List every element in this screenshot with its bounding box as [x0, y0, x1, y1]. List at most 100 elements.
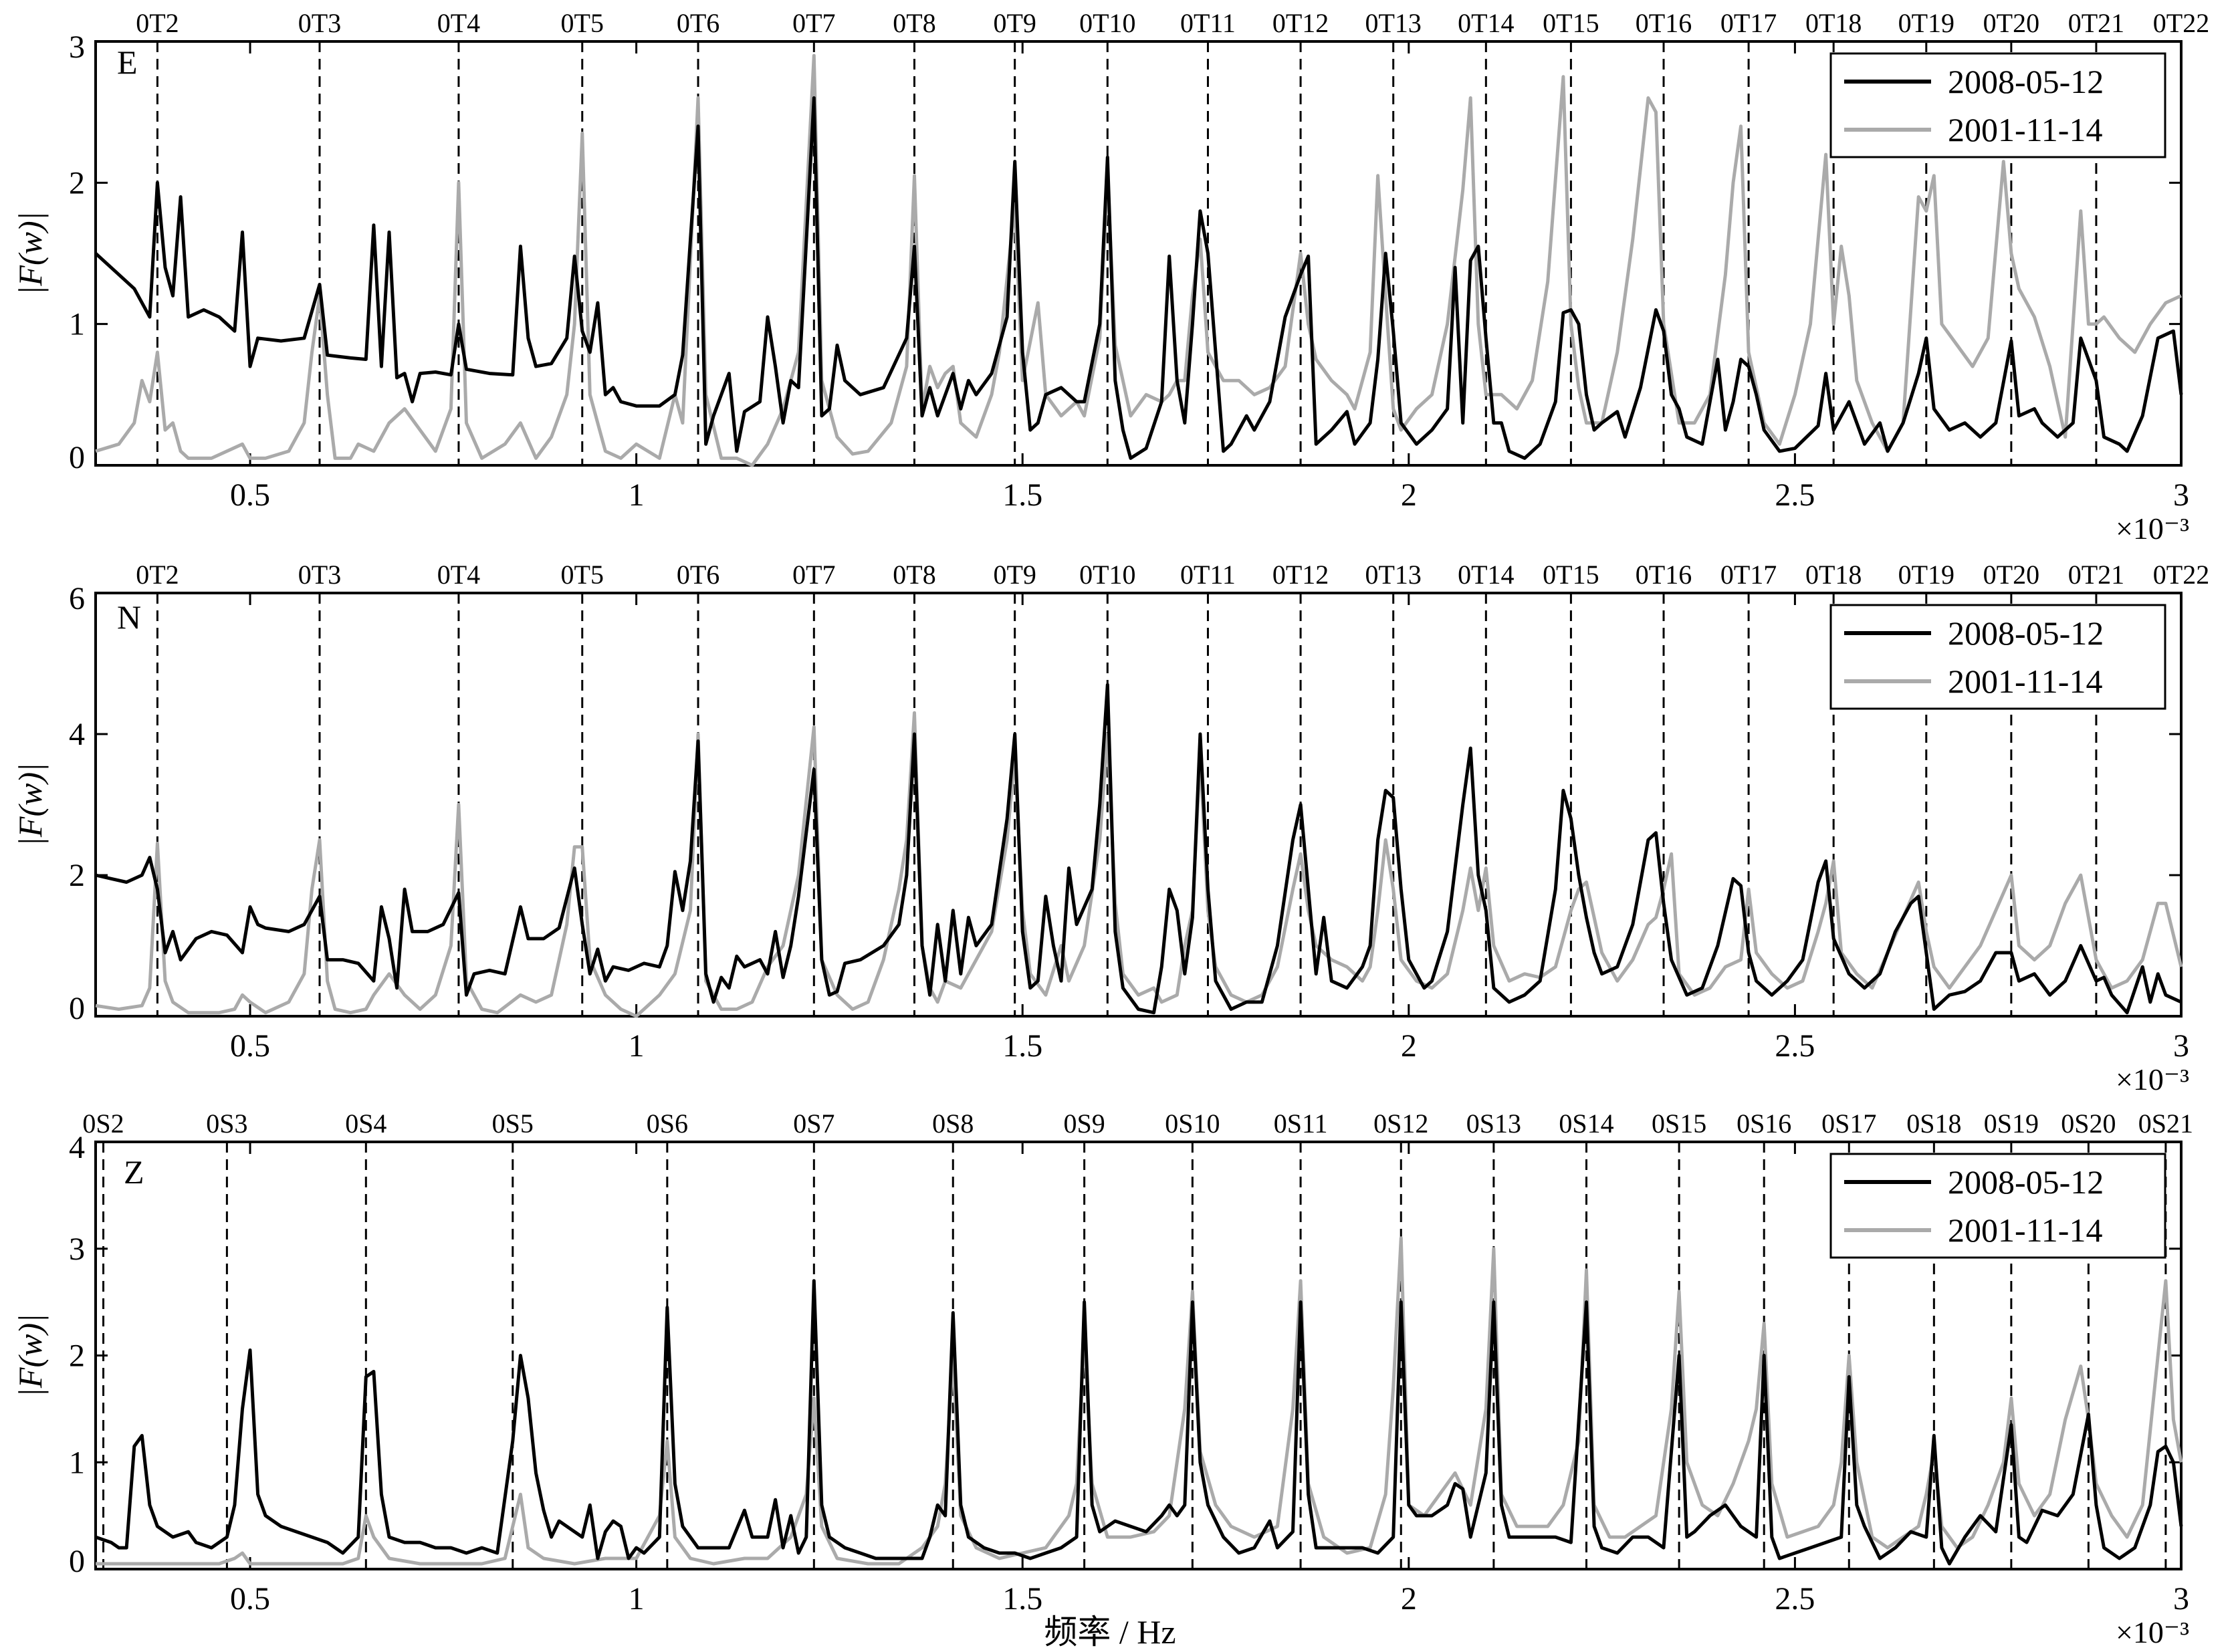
mode-label: 0T8: [893, 560, 935, 590]
mode-label: 0T14: [1458, 560, 1514, 590]
mode-label: 0S14: [1559, 1108, 1613, 1139]
y-tick-label: 1: [69, 1445, 85, 1480]
legend-label: 2008-05-12: [1948, 614, 2104, 652]
panel-label: N: [117, 598, 141, 636]
mode-label: 0S20: [2061, 1108, 2116, 1139]
mode-label: 0S6: [647, 1108, 688, 1139]
legend-box: [1829, 52, 2166, 158]
mode-label: 0T10: [1079, 560, 1135, 590]
mode-label: 0T18: [1805, 8, 1862, 38]
x-tick-label: 2.5: [1775, 1028, 1815, 1064]
mode-label: 0S18: [1906, 1108, 1961, 1139]
mode-label: 0T3: [298, 560, 341, 590]
mode-label: 0S11: [1274, 1108, 1328, 1139]
mode-label: 0T20: [1983, 560, 2039, 590]
mode-label: 0T22: [2153, 560, 2209, 590]
mode-label: 0S19: [1984, 1108, 2039, 1139]
mode-label: 0T10: [1079, 8, 1135, 38]
x-tick-label: 2.5: [1775, 477, 1815, 513]
mode-label: 0S21: [2138, 1108, 2193, 1139]
legend: 2008-05-12 2001-11-14: [1829, 52, 2166, 158]
mode-label: 0T16: [1636, 8, 1692, 38]
y-axis-label: |F(w)|: [11, 763, 49, 846]
x-tick-label: 2.5: [1775, 1581, 1815, 1617]
legend-label: 2001-11-14: [1948, 663, 2102, 700]
x-multiplier-label: ×10⁻³: [2116, 1062, 2189, 1096]
legend-label: 2008-05-12: [1948, 1163, 2104, 1201]
panel-label: E: [117, 43, 138, 81]
x-tick-label: 1.5: [1002, 1581, 1042, 1617]
mode-label: 0T2: [136, 560, 179, 590]
series-line-2001-11-14: [95, 53, 2183, 467]
series-line-2001-11-14: [96, 1236, 2183, 1566]
mode-label: 0T4: [437, 8, 480, 38]
y-tick-label: 3: [69, 1231, 85, 1267]
legend-label: 2008-05-12: [1948, 63, 2104, 100]
x-tick-label: 1: [629, 1028, 645, 1064]
y-tick-label: 6: [69, 581, 85, 616]
legend-label: 2001-11-14: [1948, 111, 2102, 148]
mode-label: 0T18: [1805, 560, 1862, 590]
mode-label: 0T9: [993, 560, 1036, 590]
y-tick-label: 0: [69, 440, 85, 475]
x-tick-label: 0.5: [230, 1028, 270, 1064]
x-tick-label: 0.5: [230, 1581, 270, 1617]
mode-label: 0T6: [677, 8, 719, 38]
mode-label: 0S15: [1652, 1108, 1706, 1139]
mode-label: 0T21: [2068, 8, 2124, 38]
mode-label: 0T20: [1983, 8, 2039, 38]
y-axis-label: |F(w)|: [11, 212, 49, 296]
mode-label: 0T22: [2153, 8, 2209, 38]
series-line-2008-05-12: [95, 1279, 2183, 1566]
mode-label: 0T19: [1898, 560, 1954, 590]
y-tick-label: 1: [69, 307, 85, 342]
mode-label: 0S13: [1466, 1108, 1521, 1139]
y-axis-label: |F(w)|: [11, 1314, 49, 1397]
x-tick-label: 1: [629, 1581, 645, 1617]
legend-box: [1829, 1153, 2166, 1259]
mode-label: 0T15: [1543, 560, 1599, 590]
mode-label: 0T19: [1898, 8, 1954, 38]
x-tick-label: 1.5: [1002, 1028, 1042, 1064]
series-line-2008-05-12: [94, 96, 2183, 460]
y-tick-label: 3: [69, 29, 85, 65]
y-tick-label: 0: [69, 1544, 85, 1579]
x-tick-label: 2: [1401, 477, 1417, 513]
mode-label: 0T7: [792, 8, 835, 38]
x-tick-label: 1: [629, 477, 645, 513]
mode-label: 0T2: [136, 8, 179, 38]
panel-n: 0T2 0T3 0T4 0T5 0T6 0T7 0T8 0T9 0T10 0T11 0T12 0T13…: [11, 560, 2209, 1096]
mode-label: 0T4: [437, 560, 480, 590]
mode-label: 0T5: [561, 8, 604, 38]
x-tick-label: 2: [1401, 1581, 1417, 1617]
y-tick-label: 2: [69, 165, 85, 201]
mode-label: 0S10: [1165, 1108, 1220, 1139]
mode-label: 0T21: [2068, 560, 2124, 590]
x-tick-label: 0.5: [230, 477, 270, 513]
y-tick-label: 4: [69, 1130, 85, 1165]
x-tick-label: 3: [2173, 1581, 2189, 1617]
mode-label: 0T3: [298, 8, 341, 38]
legend: 2008-05-12 2001-11-14: [1829, 604, 2166, 710]
y-tick-label: 2: [69, 1338, 85, 1374]
mode-label: 0S17: [1821, 1108, 1876, 1139]
series-line-2001-11-14: [95, 711, 2183, 1018]
panel-e: 0T2 0T3 0T4 0T5 0T6 0T7 0T8 0T9 0T10 0T11 0T12 0T13…: [11, 8, 2209, 546]
mode-label: 0T17: [1720, 560, 1777, 590]
x-axis-label: 频率 / Hz: [1044, 1613, 1176, 1651]
mode-label: 0T9: [993, 8, 1036, 38]
x-tick-label: 3: [2173, 1028, 2189, 1064]
mode-label: 0S9: [1064, 1108, 1105, 1139]
mode-label: 0T14: [1458, 8, 1514, 38]
mode-label: 0S5: [492, 1108, 534, 1139]
x-multiplier-label: ×10⁻³: [2116, 511, 2189, 546]
mode-label: 0T15: [1543, 8, 1599, 38]
mode-label: 0S16: [1737, 1108, 1791, 1139]
series-line-2008-05-12: [95, 683, 2183, 1015]
legend: 2008-05-12 2001-11-14: [1829, 1153, 2166, 1259]
mode-label: 0S7: [793, 1108, 834, 1139]
mode-label: 0T16: [1636, 560, 1692, 590]
mode-label: 0T11: [1180, 560, 1236, 590]
y-tick-label: 2: [69, 858, 85, 893]
